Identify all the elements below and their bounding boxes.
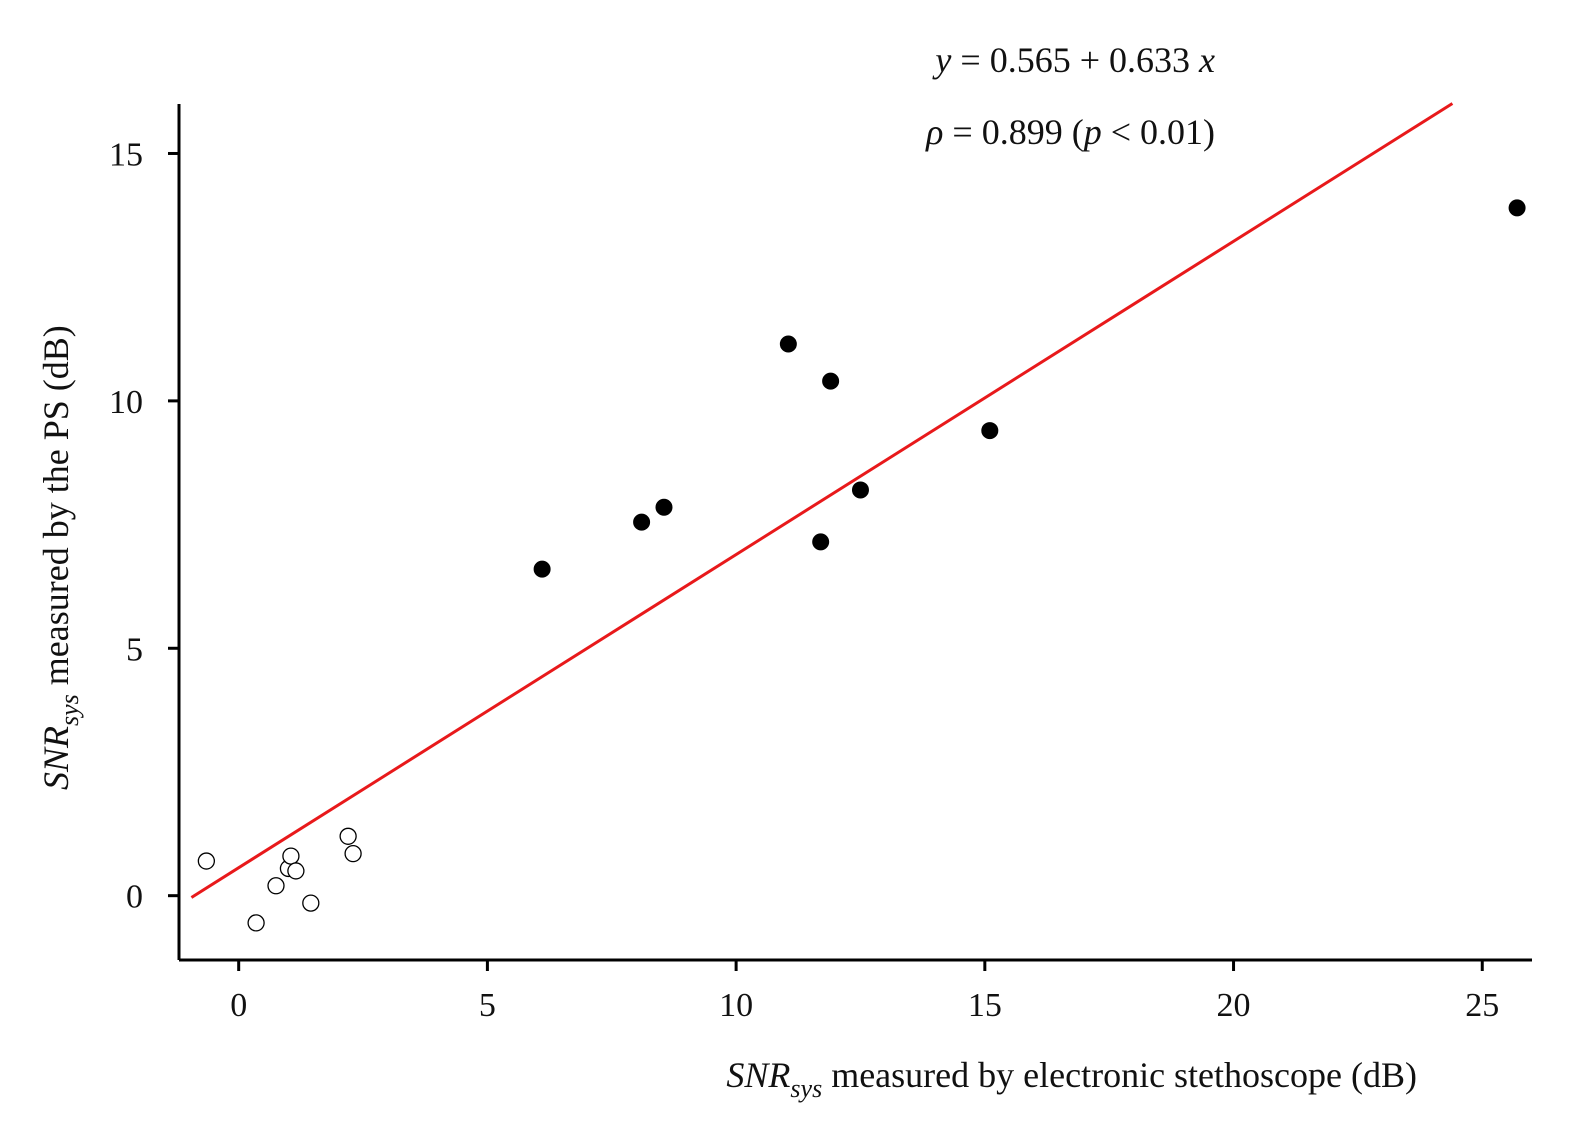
regression-line (190, 102, 1454, 899)
open-data-point (267, 877, 285, 895)
data-points (197, 199, 1526, 932)
x-tick-label: 5 (479, 987, 496, 1024)
y-tick-label: 5 (126, 631, 143, 668)
filled-data-point (533, 560, 551, 578)
filled-data-point (812, 533, 830, 551)
filled-data-point (981, 422, 999, 440)
x-ticks: 0 5 10 15 20 25 (230, 960, 1499, 1024)
filled-data-point (633, 513, 651, 531)
y-tick-label: 15 (109, 136, 143, 173)
axes (177, 104, 1532, 962)
open-data-point (197, 852, 216, 870)
correlation-label: ρ = 0.899 (p < 0.01) (925, 112, 1215, 152)
x-tick-label: 20 (1217, 987, 1251, 1024)
open-data-point (282, 847, 300, 865)
filled-data-point (851, 481, 869, 499)
x-axis-title: SNRsys measured by electronic stethoscop… (726, 1055, 1417, 1103)
x-tick-label: 25 (1465, 987, 1499, 1024)
open-data-point (344, 844, 362, 863)
y-axis-title: SNRsys measured by the PS (dB) (36, 325, 84, 790)
x-tick-label: 0 (230, 987, 247, 1024)
x-tick-label: 10 (719, 987, 753, 1024)
open-data-point (339, 827, 357, 845)
x-tick-label: 15 (968, 987, 1002, 1024)
open-data-point (287, 862, 305, 880)
filled-data-point (822, 372, 840, 390)
y-ticks: 0 5 10 15 (109, 136, 179, 916)
y-tick-label: 10 (109, 384, 143, 421)
filled-data-point (1508, 199, 1526, 217)
filled-data-point (655, 498, 673, 516)
open-data-point (247, 914, 265, 932)
filled-data-point (779, 335, 797, 353)
y-tick-label: 0 (126, 879, 143, 916)
regression-equation: y = 0.565 + 0.633 x (932, 40, 1215, 80)
open-data-point (302, 894, 320, 912)
